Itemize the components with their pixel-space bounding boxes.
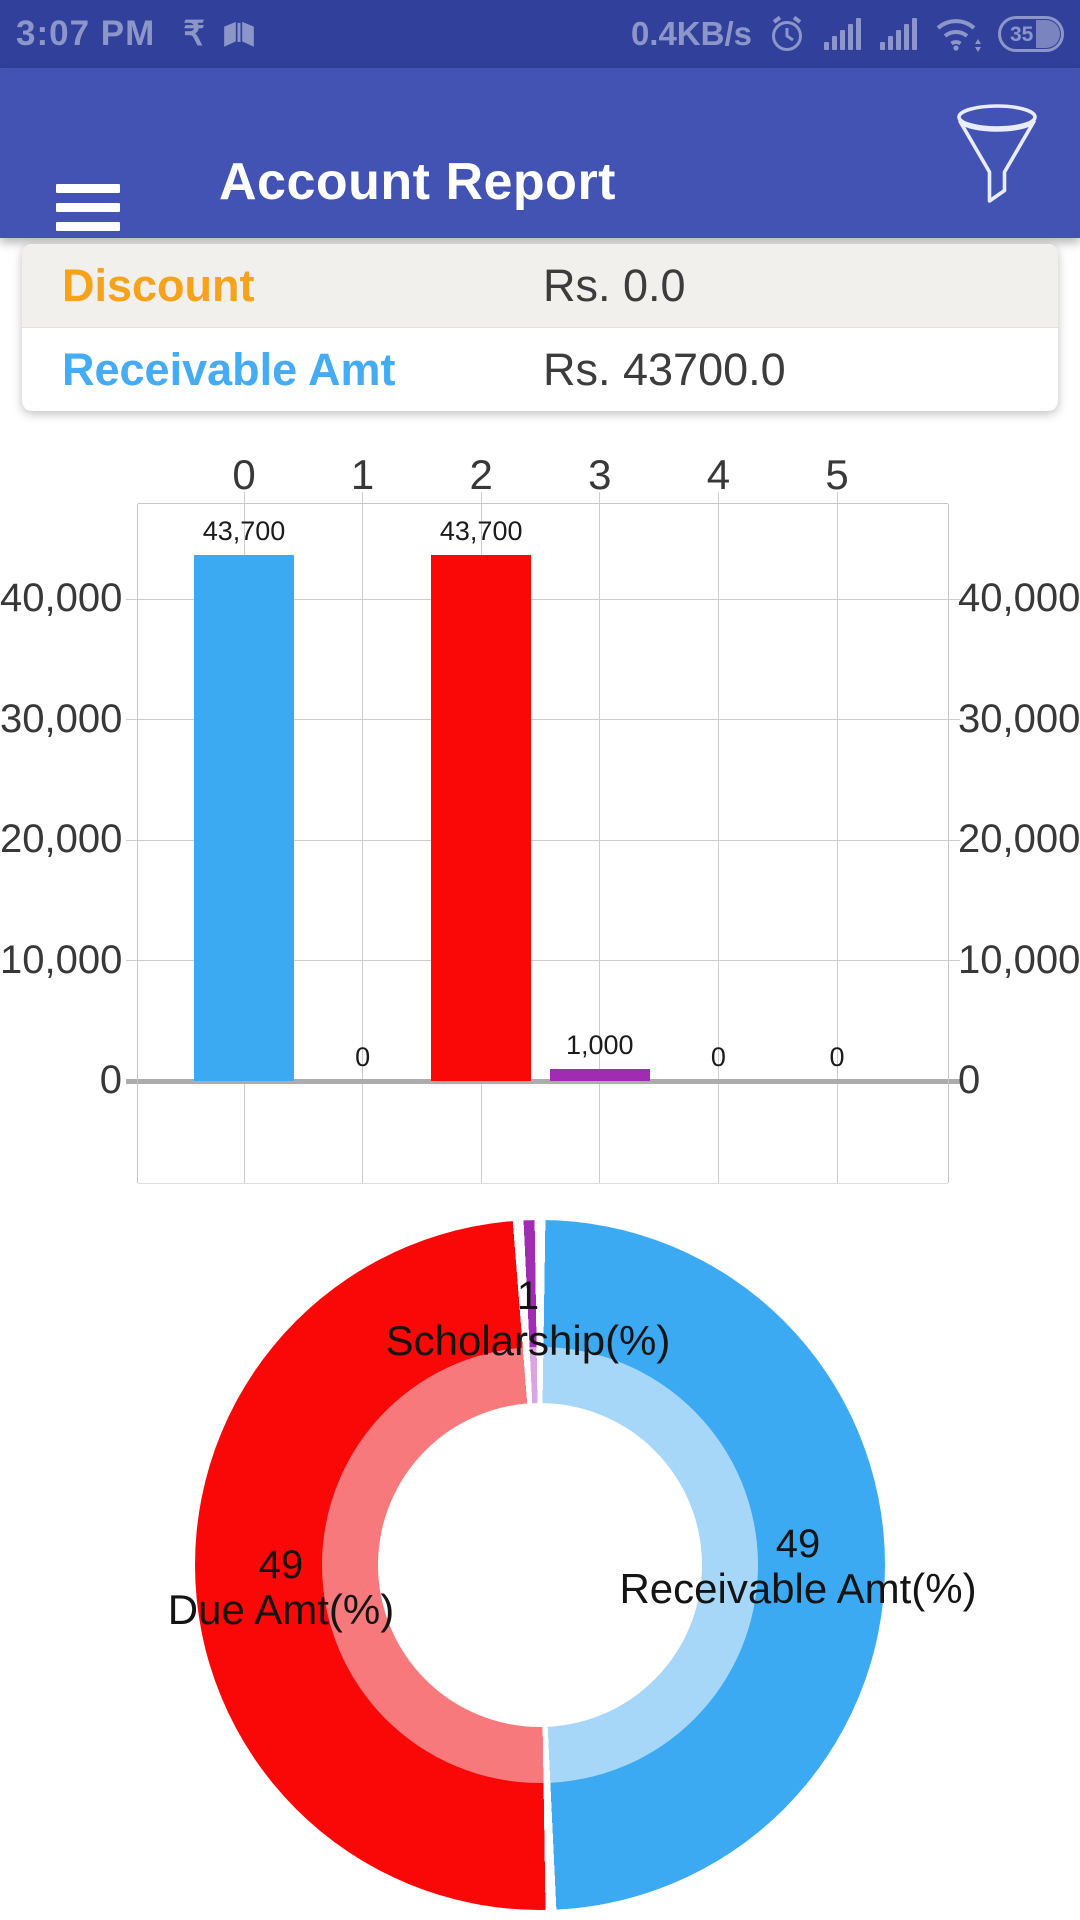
gridline-horizontal (126, 960, 960, 962)
bar-value-label: 0 (355, 1042, 371, 1072)
x-axis-label: 2 (469, 451, 493, 498)
y-tick-label-right: 30,000 (958, 696, 1080, 741)
summary-card: Discount Rs. 0.0 Receivable Amt Rs. 4370… (22, 244, 1058, 411)
battery-icon: 35 (998, 16, 1064, 52)
receivable-row[interactable]: Receivable Amt Rs. 43700.0 (22, 328, 1058, 411)
receivable-label: Receivable Amt (62, 343, 396, 395)
plot-border-top (138, 503, 948, 504)
slice-name: Due Amt(%) (167, 1586, 395, 1634)
y-tick-label-right: 40,000 (958, 576, 1080, 621)
discount-label: Discount (62, 259, 255, 311)
slice-label-2: 49 Due Amt(%) (51, 1543, 511, 1634)
bar-value-label: 1,000 (566, 1029, 634, 1060)
bar-value-label: 0 (710, 1042, 726, 1072)
filter-funnel-icon[interactable] (952, 102, 1044, 218)
battery-level-text: 35 (1010, 22, 1034, 46)
y-tick-label-left: 40,000 (0, 576, 123, 621)
page-title: Account Report (219, 153, 616, 211)
y-tick-label-right: 20,000 (958, 817, 1080, 862)
gridline-horizontal (126, 719, 960, 721)
bar-value-label: 43,700 (202, 515, 286, 546)
y-tick-label-left: 10,000 (0, 937, 123, 982)
gridline-horizontal (126, 839, 960, 841)
alarm-icon (772, 15, 802, 51)
slice-label-1: 49 Receivable Amt(%) (568, 1522, 1028, 1613)
x-axis-label: 1 (350, 451, 375, 498)
slice-value: 49 (258, 1543, 304, 1587)
bar-value-label: 43,700 (439, 515, 523, 546)
plot-border-left (137, 504, 138, 1183)
y-tick-label-right: 10,000 (958, 937, 1080, 982)
zero-axis-line (126, 1078, 960, 1084)
notification-icons: ₹ (183, 14, 257, 54)
bar-category-3[interactable] (549, 1068, 650, 1081)
y-tick-label-right: 0 (958, 1058, 981, 1102)
bar-category-2[interactable] (431, 554, 532, 1081)
rupee-notification-icon: ₹ (183, 15, 205, 53)
y-tick-label-left: 0 (99, 1058, 122, 1102)
signal-icon (824, 18, 861, 50)
battery-fill (1036, 20, 1060, 48)
receivable-value: Rs. 43700.0 (543, 343, 786, 395)
x-axis-label: 5 (825, 451, 849, 498)
wifi-icon (936, 19, 981, 52)
gridline-horizontal (126, 598, 960, 600)
y-tick-label-left: 30,000 (0, 696, 123, 741)
slice-label-3: 1 Scholarship(%) (298, 1274, 758, 1365)
gridline-vertical (836, 492, 838, 1183)
hamburger-menu-icon[interactable] (56, 184, 120, 241)
x-axis-label: 4 (706, 451, 731, 498)
clock-text: 3:07 PM (16, 14, 156, 53)
status-right-cluster: 0.4KB/s 35 (631, 13, 1064, 55)
slice-value: 49 (775, 1522, 821, 1566)
slice-name: Receivable Amt(%) (619, 1565, 977, 1613)
status-bar: 3:07 PM ₹ 0.4KB/s (0, 0, 1080, 68)
gridline-vertical (717, 492, 719, 1183)
discount-value: Rs. 0.0 (543, 259, 686, 311)
plot-border-right (948, 504, 949, 1183)
book-notification-icon (224, 21, 254, 47)
network-speed-text: 0.4KB/s (630, 15, 752, 52)
y-tick-label-left: 20,000 (0, 817, 123, 862)
signal-icon (880, 18, 917, 50)
x-axis-label: 3 (588, 451, 612, 498)
slice-name: Scholarship(%) (385, 1317, 671, 1365)
bar-value-label: 0 (829, 1042, 845, 1072)
x-axis-label: 0 (232, 451, 256, 498)
slice-value: 1 (516, 1274, 540, 1318)
app-bar: Account Report (0, 68, 1080, 238)
discount-row[interactable]: Discount Rs. 0.0 (22, 244, 1058, 328)
gridline-vertical (599, 492, 601, 1183)
bar-category-0[interactable] (194, 554, 294, 1081)
plot-border-bottom (138, 1183, 948, 1184)
gridline-vertical (362, 492, 364, 1183)
donut-hole (378, 1403, 702, 1727)
